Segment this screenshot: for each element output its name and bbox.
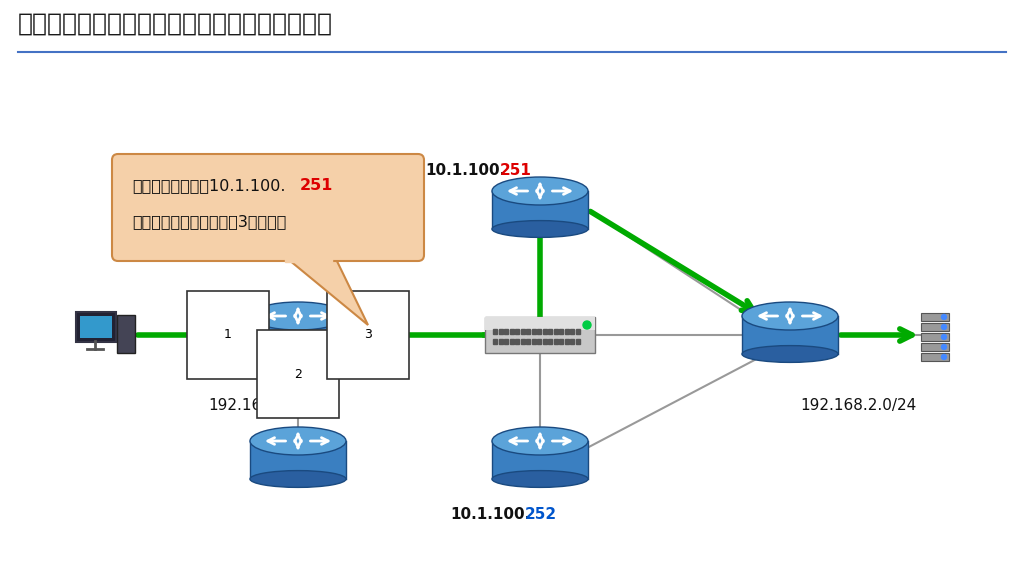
Bar bbox=[504, 329, 508, 334]
Bar bbox=[548, 339, 552, 344]
Text: 252: 252 bbox=[525, 507, 557, 522]
Bar bbox=[504, 339, 508, 344]
Bar bbox=[499, 339, 503, 344]
Text: 出力先インタフェース：3番ポート: 出力先インタフェース：3番ポート bbox=[132, 214, 287, 229]
Bar bbox=[520, 339, 524, 344]
Bar bbox=[554, 339, 557, 344]
Bar bbox=[575, 329, 580, 334]
Circle shape bbox=[941, 325, 946, 329]
FancyBboxPatch shape bbox=[742, 316, 838, 354]
Bar bbox=[570, 329, 574, 334]
Ellipse shape bbox=[492, 471, 588, 488]
FancyBboxPatch shape bbox=[921, 343, 949, 351]
Bar bbox=[537, 329, 541, 334]
Bar bbox=[531, 329, 536, 334]
FancyBboxPatch shape bbox=[921, 313, 949, 321]
Ellipse shape bbox=[742, 302, 838, 330]
Bar bbox=[543, 339, 547, 344]
Bar bbox=[493, 339, 497, 344]
Bar bbox=[559, 329, 563, 334]
Text: 3: 3 bbox=[365, 329, 372, 342]
Text: 251: 251 bbox=[300, 178, 334, 193]
Bar bbox=[493, 329, 497, 334]
Bar bbox=[564, 339, 568, 344]
Bar bbox=[564, 329, 568, 334]
Bar bbox=[526, 339, 530, 344]
Circle shape bbox=[941, 315, 946, 319]
Text: 10.1.100.: 10.1.100. bbox=[425, 163, 505, 178]
Bar bbox=[570, 339, 574, 344]
Text: ネクストホップと出力先インタフェースの決定: ネクストホップと出力先インタフェースの決定 bbox=[18, 12, 333, 36]
Bar bbox=[559, 339, 563, 344]
Ellipse shape bbox=[742, 346, 838, 362]
FancyBboxPatch shape bbox=[485, 317, 595, 353]
Bar bbox=[526, 329, 530, 334]
Bar bbox=[515, 339, 519, 344]
FancyBboxPatch shape bbox=[921, 333, 949, 341]
Text: 2: 2 bbox=[294, 367, 302, 380]
FancyBboxPatch shape bbox=[492, 191, 588, 229]
Text: 10.1.100.: 10.1.100. bbox=[450, 507, 530, 522]
Ellipse shape bbox=[250, 427, 346, 455]
FancyBboxPatch shape bbox=[76, 312, 116, 342]
Circle shape bbox=[583, 321, 591, 329]
Ellipse shape bbox=[250, 302, 346, 330]
FancyBboxPatch shape bbox=[250, 316, 346, 354]
Bar bbox=[537, 339, 541, 344]
FancyBboxPatch shape bbox=[117, 315, 135, 353]
Circle shape bbox=[941, 335, 946, 339]
Bar bbox=[515, 329, 519, 334]
Bar bbox=[499, 329, 503, 334]
Bar bbox=[285, 252, 332, 262]
Bar bbox=[543, 329, 547, 334]
Text: 192.168.2.0/24: 192.168.2.0/24 bbox=[800, 398, 916, 413]
Bar bbox=[575, 339, 580, 344]
Polygon shape bbox=[283, 255, 368, 325]
Bar bbox=[520, 329, 524, 334]
Text: 192.168.1.0/24: 192.168.1.0/24 bbox=[208, 398, 325, 413]
Ellipse shape bbox=[492, 220, 588, 237]
Bar bbox=[510, 329, 513, 334]
FancyBboxPatch shape bbox=[112, 154, 424, 261]
Bar bbox=[510, 339, 513, 344]
FancyBboxPatch shape bbox=[250, 441, 346, 479]
Ellipse shape bbox=[250, 346, 346, 362]
FancyBboxPatch shape bbox=[80, 316, 112, 338]
Ellipse shape bbox=[492, 427, 588, 455]
Ellipse shape bbox=[250, 471, 346, 488]
Ellipse shape bbox=[492, 177, 588, 205]
FancyBboxPatch shape bbox=[921, 323, 949, 331]
Text: 1: 1 bbox=[224, 329, 232, 342]
Bar bbox=[554, 329, 557, 334]
Text: ネクストホップ：10.1.100.: ネクストホップ：10.1.100. bbox=[132, 178, 286, 193]
FancyBboxPatch shape bbox=[921, 353, 949, 361]
Bar bbox=[548, 329, 552, 334]
Bar bbox=[531, 339, 536, 344]
FancyBboxPatch shape bbox=[485, 317, 595, 329]
FancyBboxPatch shape bbox=[492, 441, 588, 479]
Text: 251: 251 bbox=[500, 163, 531, 178]
Circle shape bbox=[941, 355, 946, 359]
Circle shape bbox=[941, 345, 946, 349]
